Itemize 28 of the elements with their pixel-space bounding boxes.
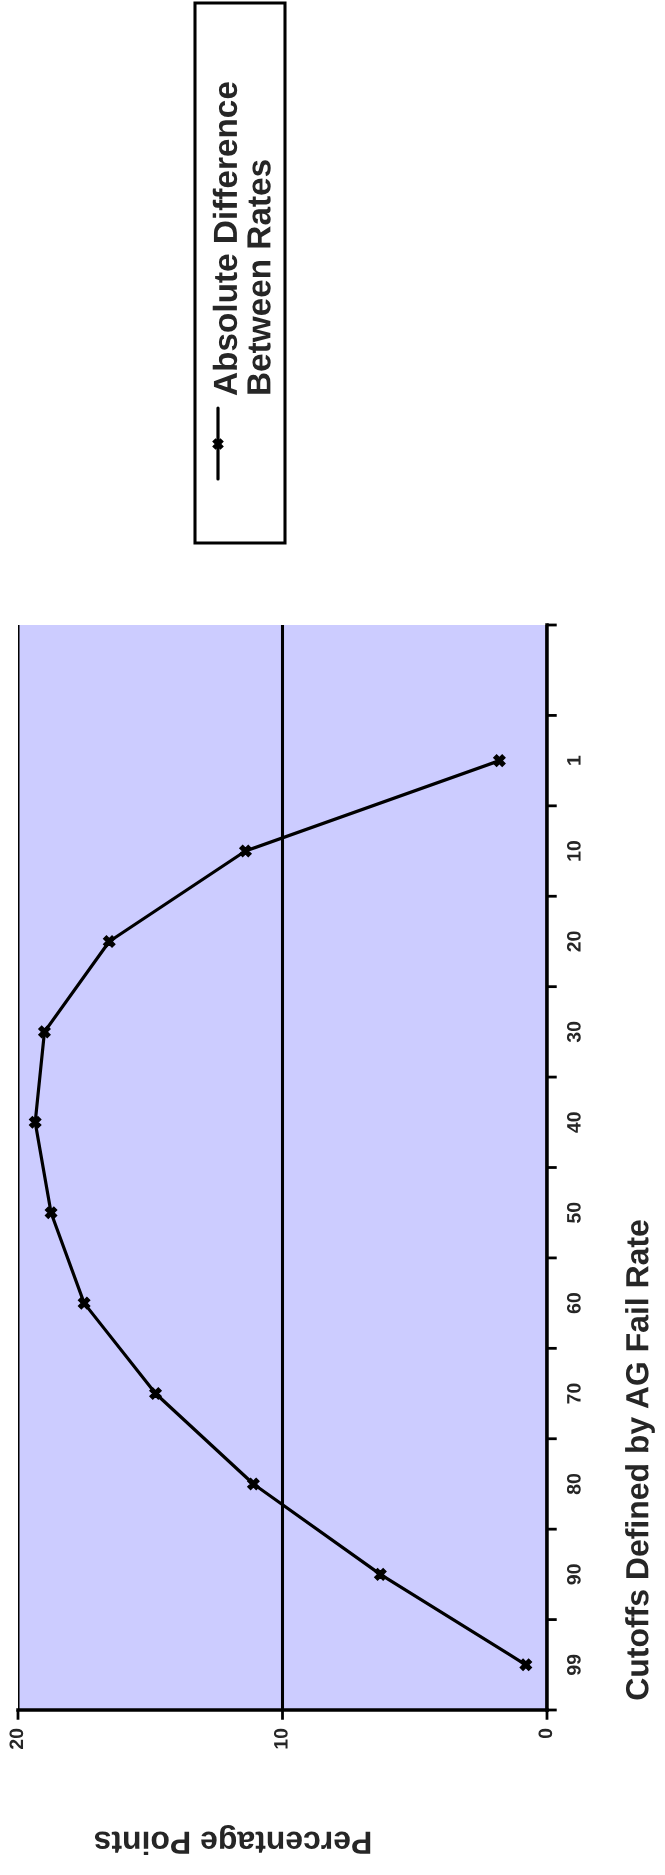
text: Absolute Difference Between Rates	[212, 82, 271, 396]
x-axis-title: Percentage Points	[94, 1825, 371, 1855]
y-axis-title: Cutoffs Defined by AG Fail Rate	[625, 1220, 655, 1700]
point	[374, 1568, 387, 1581]
point	[149, 1387, 162, 1400]
y-tick-label: 1	[567, 755, 581, 765]
point	[239, 844, 252, 858]
y-tick-label: 10	[566, 841, 581, 861]
point	[38, 1025, 51, 1039]
y-tick-label: 80	[566, 1473, 581, 1495]
point	[247, 1477, 260, 1491]
y-tick-label: 40	[566, 1112, 581, 1133]
y-tick-label: 30	[566, 1021, 581, 1043]
point	[103, 935, 116, 948]
y-tick-label: 20	[566, 931, 581, 952]
y-tick-label: 70	[566, 1383, 581, 1404]
point	[28, 1116, 42, 1129]
y-tick-label: 60	[566, 1293, 581, 1314]
point	[519, 1658, 533, 1672]
y-tick-label: 99	[566, 1654, 581, 1675]
y-tick-label: 90	[566, 1564, 581, 1585]
x-tick-label: 10	[273, 1728, 288, 1749]
y-tick-label: 50	[566, 1202, 581, 1223]
point	[44, 1206, 58, 1219]
point	[493, 754, 506, 767]
x-tick-label: 0	[538, 1728, 553, 1739]
point	[77, 1296, 91, 1310]
x-tick-label: 20	[9, 1728, 24, 1750]
